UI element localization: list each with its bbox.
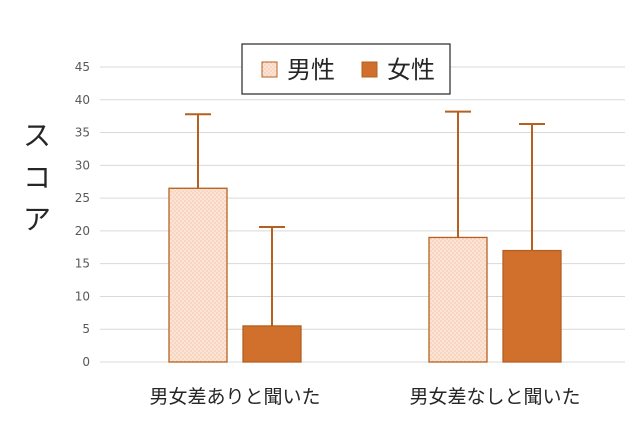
- bar-female: [502, 249, 562, 363]
- y-tick-label: 15: [75, 257, 90, 271]
- bar-male: [168, 187, 228, 363]
- y-tick-label: 10: [75, 289, 90, 303]
- x-category-label: 男女差ありと聞いた: [149, 386, 320, 408]
- legend-label-female: 女性: [387, 56, 435, 84]
- legend-label-male: 男性: [287, 56, 335, 84]
- y-tick-label: 45: [75, 60, 90, 74]
- y-tick-label: 20: [75, 224, 90, 238]
- legend-swatch-female: [361, 61, 378, 78]
- legend-box: [241, 43, 451, 95]
- y-tick-label: 0: [82, 355, 90, 369]
- y-tick-label: 5: [82, 322, 90, 336]
- y-tick-label: 40: [75, 93, 90, 107]
- y-axis-ticks: 0 5 10 15 20 25 30 35 40 45: [75, 60, 90, 369]
- y-tick-label: 25: [75, 191, 90, 205]
- x-axis-categories: 男女差ありと聞いた 男女差なしと聞いた: [149, 386, 580, 408]
- y-tick-label: 35: [75, 126, 90, 140]
- x-category-label: 男女差なしと聞いた: [409, 386, 580, 408]
- legend-swatch-male: [261, 61, 278, 78]
- bar-male: [428, 236, 488, 363]
- legend: 男性 女性: [241, 43, 451, 95]
- bars: [168, 110, 562, 363]
- y-axis-label: スコア: [23, 119, 51, 236]
- y-tick-label: 30: [75, 158, 90, 172]
- bar-female: [242, 325, 302, 363]
